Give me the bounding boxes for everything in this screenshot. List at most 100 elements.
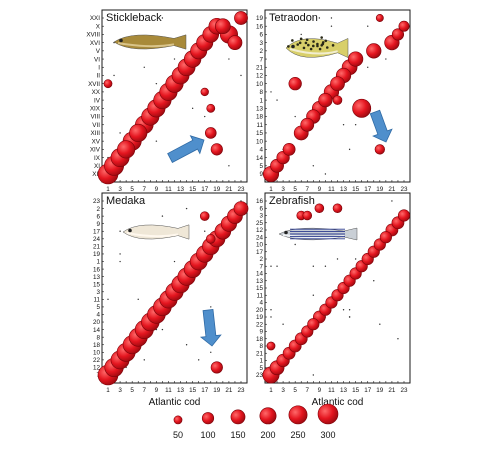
x-tick-label: 21 bbox=[225, 387, 233, 394]
y-tick-label: 4 bbox=[96, 312, 100, 319]
x-tick-label: 17 bbox=[201, 387, 209, 394]
x-tick-label: 7 bbox=[143, 387, 147, 394]
noise-dot bbox=[276, 265, 278, 267]
bubble bbox=[117, 140, 136, 159]
y-tick-label: 7 bbox=[259, 56, 263, 63]
y-tick-label: 22 bbox=[93, 357, 101, 364]
noise-dot bbox=[294, 115, 296, 118]
noise-dot bbox=[391, 200, 393, 202]
y-tick-label: 25 bbox=[256, 220, 264, 227]
y-tick-label: XVIII bbox=[86, 32, 100, 39]
x-axis-label: Atlantic cod bbox=[149, 397, 201, 408]
noise-dot bbox=[397, 338, 399, 340]
panel-title: Zebrafish bbox=[269, 195, 315, 207]
x-tick-label: 5 bbox=[293, 387, 297, 394]
x-tick-label: 9 bbox=[318, 387, 322, 394]
medaka-image bbox=[122, 224, 190, 240]
noise-dot bbox=[143, 66, 145, 68]
y-tick-label: 24 bbox=[93, 236, 101, 243]
legend-label: 300 bbox=[320, 430, 335, 440]
x-tick-label: 15 bbox=[189, 387, 197, 394]
legend-label: 150 bbox=[230, 430, 245, 440]
y-tick-label: 12 bbox=[256, 227, 264, 234]
bubble bbox=[352, 98, 372, 118]
y-tick-label: XXI bbox=[90, 15, 100, 22]
bubble bbox=[332, 95, 343, 105]
y-tick-label: XI bbox=[94, 163, 100, 170]
noise-dot bbox=[318, 17, 321, 19]
noise-dot bbox=[228, 165, 230, 167]
y-tick-label: 16 bbox=[93, 266, 101, 273]
bubble bbox=[302, 210, 313, 221]
x-tick-label: 19 bbox=[213, 186, 221, 193]
panel-medaka: 2326917242119116131531154201481810221271… bbox=[93, 192, 249, 408]
bubble bbox=[332, 203, 343, 214]
bubble bbox=[227, 35, 243, 51]
x-tick-label: 17 bbox=[364, 186, 372, 193]
bubble bbox=[233, 201, 249, 216]
y-tick-label: X bbox=[96, 23, 101, 30]
x-tick-label: 5 bbox=[130, 387, 134, 394]
x-tick-label: 11 bbox=[328, 387, 335, 394]
noise-dot bbox=[270, 316, 272, 318]
x-tick-label: 11 bbox=[165, 186, 172, 193]
bubble bbox=[314, 203, 325, 214]
noise-dot bbox=[270, 309, 272, 311]
y-tick-label: VI bbox=[94, 56, 100, 63]
noise-dot bbox=[312, 294, 315, 296]
y-tick-label: 24 bbox=[256, 234, 264, 241]
noise-dot bbox=[330, 25, 333, 27]
bubble bbox=[282, 143, 296, 156]
noise-dot bbox=[155, 140, 158, 142]
x-tick-label: 13 bbox=[340, 387, 348, 394]
noise-dot bbox=[312, 374, 315, 376]
noise-dot bbox=[354, 258, 357, 260]
y-tick-label: 6 bbox=[96, 213, 100, 220]
x-tick-label: 1 bbox=[269, 387, 273, 394]
x-tick-label: 15 bbox=[352, 387, 360, 394]
noise-dot bbox=[119, 132, 121, 134]
y-tick-label: 3 bbox=[96, 289, 100, 296]
y-tick-label: 2 bbox=[259, 48, 263, 55]
legend-label: 250 bbox=[290, 430, 305, 440]
bubble bbox=[266, 341, 276, 351]
bubble bbox=[318, 92, 333, 108]
x-tick-label: 15 bbox=[189, 186, 197, 193]
noise-dot bbox=[348, 316, 351, 318]
noise-dot bbox=[312, 265, 315, 267]
x-tick-label: 3 bbox=[281, 387, 285, 394]
noise-dot bbox=[330, 17, 333, 19]
y-tick-label: 15 bbox=[256, 130, 264, 137]
noise-dot bbox=[270, 265, 272, 267]
noise-dot bbox=[282, 323, 284, 325]
noise-dot bbox=[119, 253, 121, 255]
y-tick-label: 18 bbox=[93, 342, 101, 349]
noise-dot bbox=[107, 298, 109, 301]
noise-dot bbox=[210, 351, 212, 354]
y-tick-label: 1 bbox=[259, 97, 263, 104]
x-tick-label: 21 bbox=[388, 387, 396, 394]
x-tick-label: 3 bbox=[281, 186, 285, 193]
y-tick-label: 10 bbox=[93, 350, 101, 357]
x-tick-label: 3 bbox=[118, 186, 122, 193]
legend-bubble bbox=[259, 407, 277, 425]
y-tick-label: 10 bbox=[256, 242, 264, 249]
noise-dot bbox=[379, 323, 381, 325]
noise-dot bbox=[367, 66, 369, 68]
zebrafish-image bbox=[278, 227, 358, 241]
arrow-medaka bbox=[199, 309, 222, 347]
y-tick-label: 21 bbox=[93, 244, 101, 251]
noise-dot bbox=[210, 306, 212, 308]
bubble bbox=[103, 79, 113, 89]
y-tick-label: 8 bbox=[259, 343, 263, 350]
bubble bbox=[204, 127, 217, 139]
panel-title: Medaka bbox=[106, 195, 146, 207]
noise-dot bbox=[324, 265, 327, 267]
y-tick-label: 19 bbox=[93, 251, 101, 258]
y-tick-label: 12 bbox=[256, 73, 264, 80]
y-tick-label: 2 bbox=[259, 256, 263, 263]
noise-dot bbox=[276, 99, 278, 101]
x-tick-label: 19 bbox=[376, 186, 384, 193]
bubble bbox=[397, 209, 411, 222]
y-tick-label: XII bbox=[92, 171, 100, 178]
